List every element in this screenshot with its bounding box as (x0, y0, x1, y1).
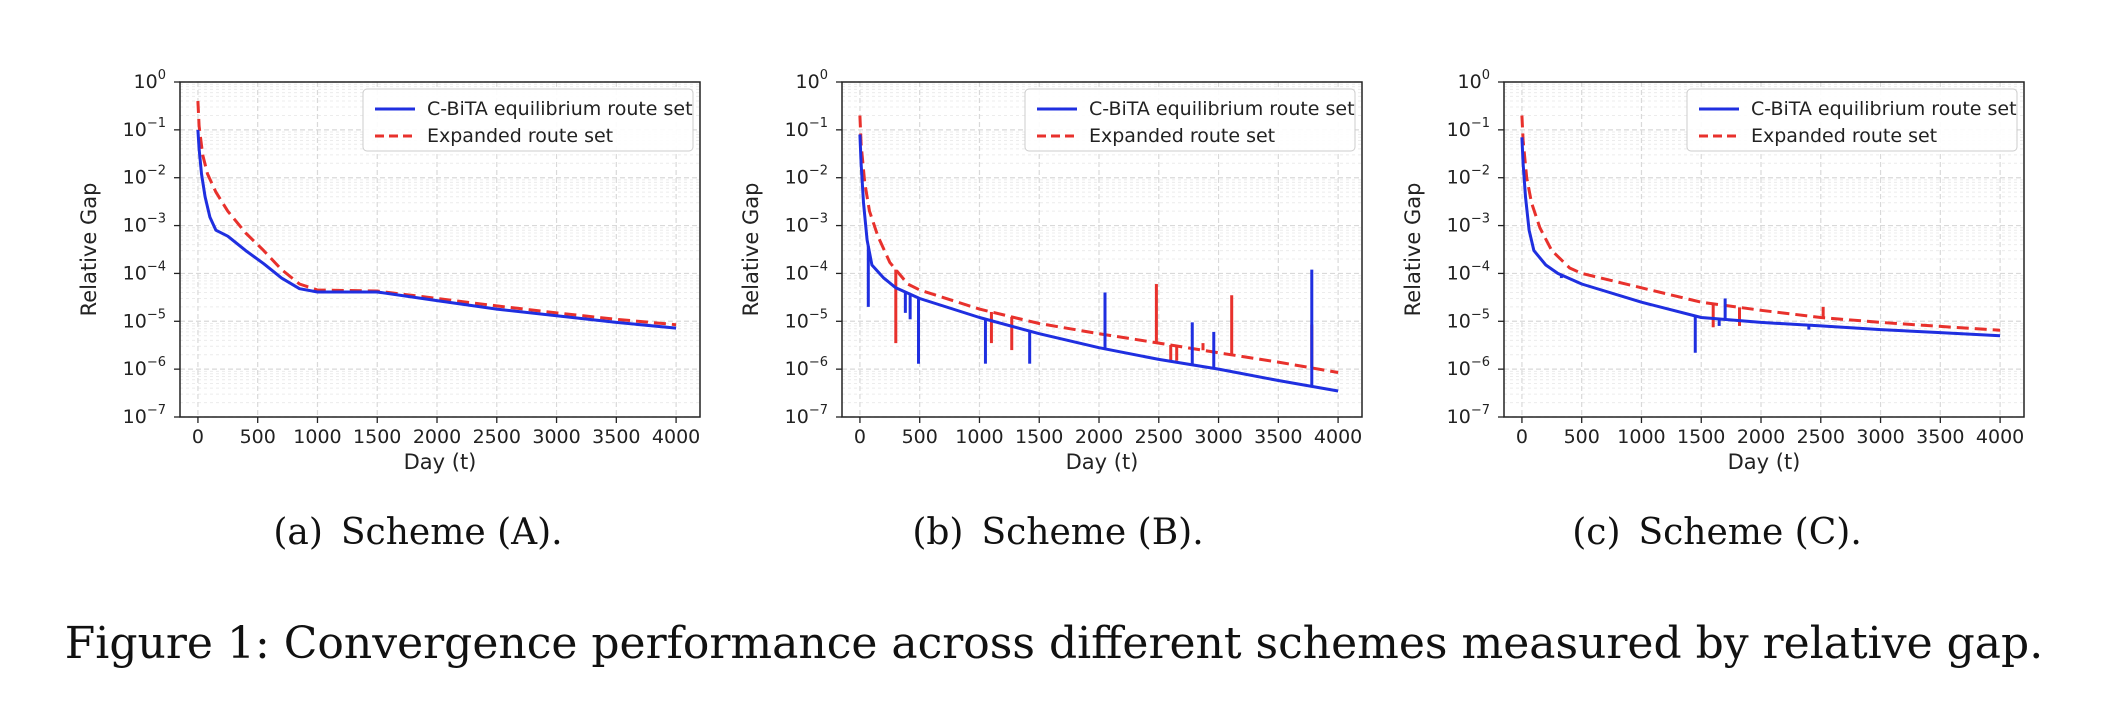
y-tick-label: 10−5 (1447, 307, 1490, 332)
chart-panel-b: 100 10−1 10−2 10−3 10−4 10−5 10−6 10−7 0 500 1000 1… (720, 62, 1400, 492)
x-tick-label: 4000 (652, 426, 700, 448)
x-tick-label: 2500 (473, 426, 521, 448)
x-tick-label: 2500 (1797, 426, 1845, 448)
x-tick-label: 4000 (1314, 426, 1362, 448)
legend-label: C-BiTA equilibrium route set (427, 98, 693, 120)
chart-panel-c: 100 10−1 10−2 10−3 10−4 10−5 10−6 10−7 0 500 1000 1… (1382, 62, 2062, 492)
x-tick-label: 500 (240, 426, 276, 448)
x-tick-label: 0 (1516, 426, 1528, 448)
y-tick-label: 10−6 (123, 355, 166, 380)
x-tick-label: 3500 (592, 426, 640, 448)
x-tick-label: 1000 (1617, 426, 1665, 448)
y-tick-label: 10−2 (123, 164, 166, 189)
legend: C-BiTA equilibrium route set Expanded rou… (1686, 88, 2018, 152)
x-tick-label: 2500 (1135, 426, 1183, 448)
x-tick-label: 2000 (413, 426, 461, 448)
plot-frame (179, 81, 701, 418)
series-line (1520, 137, 2001, 338)
y-tick-label: 10−5 (123, 307, 166, 332)
y-tick-label: 10−1 (785, 116, 828, 141)
figure-caption: Figure 1: Convergence performance across… (64, 618, 2044, 669)
plot-frame (841, 81, 1363, 418)
legend-label: C-BiTA equilibrium route set (1089, 98, 1355, 120)
x-tick-label: 3000 (1856, 426, 1904, 448)
y-tick-label: 10−1 (123, 116, 166, 141)
chart-b-svg: 100 10−1 10−2 10−3 10−4 10−5 10−6 10−7 0 500 1000 1… (739, 68, 1363, 474)
y-tick-label: 10−7 (785, 403, 828, 428)
legend-label: Expanded route set (1751, 125, 1937, 147)
series-line (858, 115, 1339, 374)
x-tick-label: 4000 (1976, 426, 2024, 448)
legend: C-BiTA equilibrium route set Expanded rou… (1024, 88, 1356, 152)
y-tick-label: 10−1 (1447, 116, 1490, 141)
y-tick-label: 10−3 (123, 212, 166, 237)
y-tick-label: 10−4 (123, 259, 166, 284)
chart-caption-c: (c) Scheme (C). (1572, 512, 1862, 553)
x-tick-label: 500 (1564, 426, 1600, 448)
y-axis-label: Relative Gap (1401, 183, 1425, 317)
series-expanded (1520, 115, 2001, 332)
chart-caption-a: (a) Scheme (A). (273, 512, 563, 553)
legend: C-BiTA equilibrium route set Expanded rou… (362, 88, 694, 152)
x-tick-label: 3000 (532, 426, 580, 448)
y-axis-label: Relative Gap (77, 183, 101, 317)
legend-label: C-BiTA equilibrium route set (1751, 98, 2017, 120)
x-tick-label: 1000 (293, 426, 341, 448)
series-cbita (858, 134, 1339, 393)
x-tick-label: 0 (192, 426, 204, 448)
legend-box (362, 88, 694, 152)
legend-label: Expanded route set (1089, 125, 1275, 147)
series-expanded (858, 115, 1339, 374)
x-tick-label: 0 (854, 426, 866, 448)
y-tick-label: 10−4 (785, 259, 828, 284)
y-tick-label: 10−2 (785, 164, 828, 189)
x-axis-label: Day (t) (1728, 450, 1801, 474)
x-tick-label: 1500 (353, 426, 401, 448)
legend-box (1686, 88, 2018, 152)
y-tick-label: 10−3 (785, 212, 828, 237)
y-tick-label: 10−5 (785, 307, 828, 332)
legend-label: Expanded route set (427, 125, 613, 147)
y-tick-label: 10−7 (123, 403, 166, 428)
y-tick-label: 100 (134, 68, 166, 93)
x-tick-label: 2000 (1737, 426, 1785, 448)
y-tick-label: 10−3 (1447, 212, 1490, 237)
x-tick-label: 500 (902, 426, 938, 448)
series-cbita (1520, 137, 2001, 353)
chart-c-svg: 100 10−1 10−2 10−3 10−4 10−5 10−6 10−7 0 500 1000 1… (1401, 68, 2025, 474)
x-tick-label: 3500 (1254, 426, 1302, 448)
x-tick-label: 1500 (1677, 426, 1725, 448)
x-axis-label: Day (t) (404, 450, 477, 474)
y-tick-label: 10−4 (1447, 259, 1490, 284)
series-line (196, 100, 677, 327)
y-tick-label: 10−2 (1447, 164, 1490, 189)
y-tick-label: 100 (796, 68, 828, 93)
y-tick-label: 10−6 (1447, 355, 1490, 380)
x-tick-label: 3500 (1916, 426, 1964, 448)
series-line (1520, 115, 2001, 332)
x-tick-label: 2000 (1075, 426, 1123, 448)
legend-box (1024, 88, 1356, 152)
y-tick-label: 10−7 (1447, 403, 1490, 428)
series-expanded (196, 100, 677, 327)
x-tick-label: 3000 (1194, 426, 1242, 448)
series-cbita (196, 129, 677, 330)
plot-frame (1503, 81, 2025, 418)
y-tick-label: 100 (1458, 68, 1490, 93)
x-axis-label: Day (t) (1066, 450, 1139, 474)
chart-panel-a: 100 10−1 10−2 10−3 10−4 10−5 10−6 10−7 0 500 1000 1… (58, 62, 738, 492)
series-line (196, 129, 677, 330)
y-axis-label: Relative Gap (739, 183, 763, 317)
y-tick-label: 10−6 (785, 355, 828, 380)
chart-caption-b: (b) Scheme (B). (912, 512, 1204, 553)
x-tick-label: 1000 (955, 426, 1003, 448)
x-tick-label: 1500 (1015, 426, 1063, 448)
chart-a-svg: 100 10−1 10−2 10−3 10−4 10−5 10−6 10−7 0 500 1000 1… (77, 68, 701, 474)
